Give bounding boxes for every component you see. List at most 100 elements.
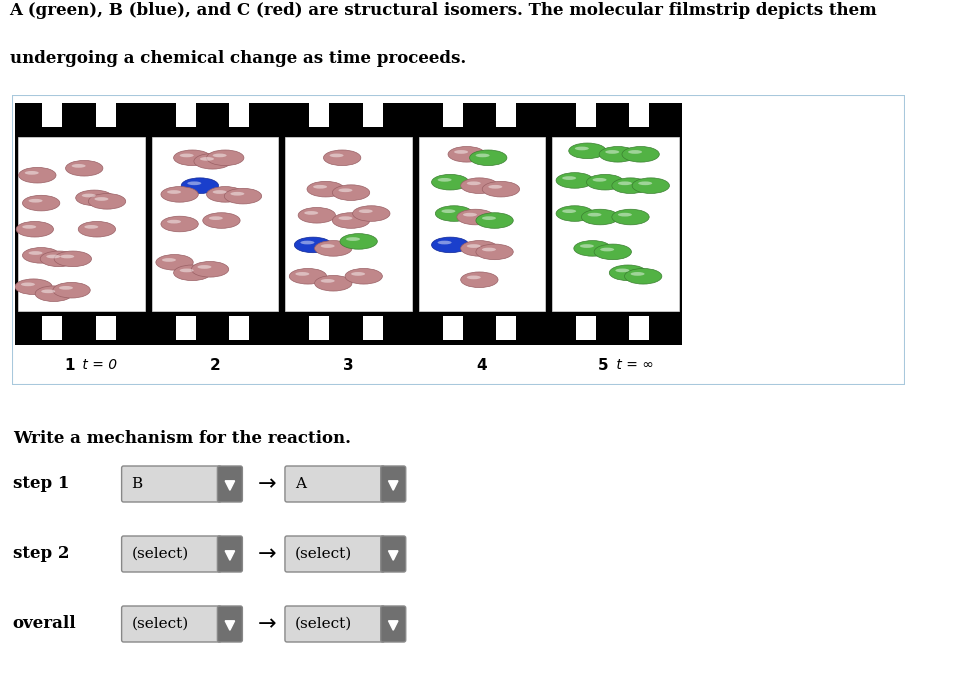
Ellipse shape	[470, 150, 507, 165]
FancyBboxPatch shape	[217, 536, 242, 572]
Ellipse shape	[628, 150, 642, 154]
Ellipse shape	[612, 178, 649, 193]
Ellipse shape	[55, 251, 92, 267]
Ellipse shape	[463, 212, 477, 217]
Ellipse shape	[562, 176, 576, 180]
Ellipse shape	[29, 251, 42, 255]
Ellipse shape	[346, 237, 360, 241]
Text: B: B	[131, 477, 143, 491]
Ellipse shape	[594, 244, 632, 259]
FancyBboxPatch shape	[122, 466, 221, 502]
Ellipse shape	[296, 272, 309, 276]
Text: step 1: step 1	[12, 475, 69, 492]
Text: t = 0: t = 0	[78, 358, 118, 373]
Ellipse shape	[456, 209, 494, 225]
FancyBboxPatch shape	[285, 466, 385, 502]
Ellipse shape	[66, 161, 103, 176]
Ellipse shape	[476, 244, 513, 259]
Ellipse shape	[289, 268, 326, 284]
Ellipse shape	[25, 171, 38, 175]
Ellipse shape	[321, 244, 335, 248]
Bar	[176, 316, 196, 340]
Ellipse shape	[321, 279, 335, 283]
Text: 5: 5	[598, 358, 609, 373]
Polygon shape	[225, 621, 234, 630]
Text: (select): (select)	[131, 617, 189, 631]
Text: →: →	[257, 474, 277, 494]
FancyBboxPatch shape	[122, 536, 221, 572]
Ellipse shape	[173, 265, 211, 281]
Ellipse shape	[313, 185, 327, 189]
Ellipse shape	[359, 209, 372, 213]
Ellipse shape	[460, 240, 498, 256]
Ellipse shape	[156, 255, 193, 270]
Bar	[363, 103, 383, 127]
Ellipse shape	[15, 279, 53, 294]
Ellipse shape	[460, 178, 498, 193]
Ellipse shape	[574, 240, 612, 256]
Bar	[418, 137, 545, 311]
Bar	[285, 137, 412, 311]
Ellipse shape	[59, 286, 73, 289]
Ellipse shape	[592, 178, 607, 182]
Ellipse shape	[315, 275, 352, 291]
Ellipse shape	[19, 168, 56, 183]
Ellipse shape	[587, 174, 624, 190]
Ellipse shape	[556, 206, 593, 221]
Ellipse shape	[167, 190, 181, 194]
Bar	[309, 316, 329, 340]
Bar	[630, 316, 649, 340]
Bar	[42, 316, 62, 340]
Ellipse shape	[631, 272, 645, 276]
Ellipse shape	[352, 206, 390, 221]
Ellipse shape	[441, 209, 456, 213]
FancyBboxPatch shape	[285, 536, 385, 572]
Text: overall: overall	[12, 616, 77, 633]
Polygon shape	[225, 481, 234, 490]
Ellipse shape	[161, 216, 198, 232]
Ellipse shape	[488, 185, 502, 189]
Ellipse shape	[76, 190, 113, 206]
Bar	[309, 103, 329, 127]
Ellipse shape	[588, 212, 602, 217]
Ellipse shape	[482, 248, 496, 251]
Ellipse shape	[162, 258, 176, 262]
Ellipse shape	[568, 143, 606, 159]
Text: 4: 4	[477, 358, 487, 373]
Bar	[96, 316, 116, 340]
FancyBboxPatch shape	[381, 466, 406, 502]
Ellipse shape	[437, 240, 452, 244]
Ellipse shape	[212, 153, 227, 157]
Ellipse shape	[476, 212, 513, 228]
Ellipse shape	[295, 237, 332, 253]
Bar	[152, 137, 278, 311]
Ellipse shape	[35, 286, 73, 302]
Ellipse shape	[339, 217, 352, 220]
Ellipse shape	[29, 199, 42, 202]
Polygon shape	[389, 481, 398, 490]
Ellipse shape	[194, 153, 232, 169]
Polygon shape	[225, 551, 234, 560]
Polygon shape	[389, 551, 398, 560]
Text: Write a mechanism for the reaction.: Write a mechanism for the reaction.	[12, 430, 350, 447]
Bar	[229, 103, 249, 127]
Ellipse shape	[207, 150, 244, 165]
Ellipse shape	[467, 276, 480, 279]
Ellipse shape	[16, 221, 54, 237]
Ellipse shape	[633, 178, 670, 193]
Ellipse shape	[467, 181, 480, 185]
Ellipse shape	[231, 192, 244, 195]
Ellipse shape	[181, 178, 218, 193]
Bar	[552, 137, 679, 311]
Ellipse shape	[618, 181, 632, 185]
Bar	[442, 103, 462, 127]
Bar	[176, 103, 196, 127]
Ellipse shape	[180, 153, 193, 157]
Ellipse shape	[562, 209, 576, 213]
Ellipse shape	[622, 146, 659, 162]
FancyBboxPatch shape	[122, 606, 221, 642]
Ellipse shape	[41, 289, 56, 294]
Text: (select): (select)	[295, 617, 352, 631]
Bar	[496, 103, 516, 127]
Ellipse shape	[200, 157, 214, 161]
